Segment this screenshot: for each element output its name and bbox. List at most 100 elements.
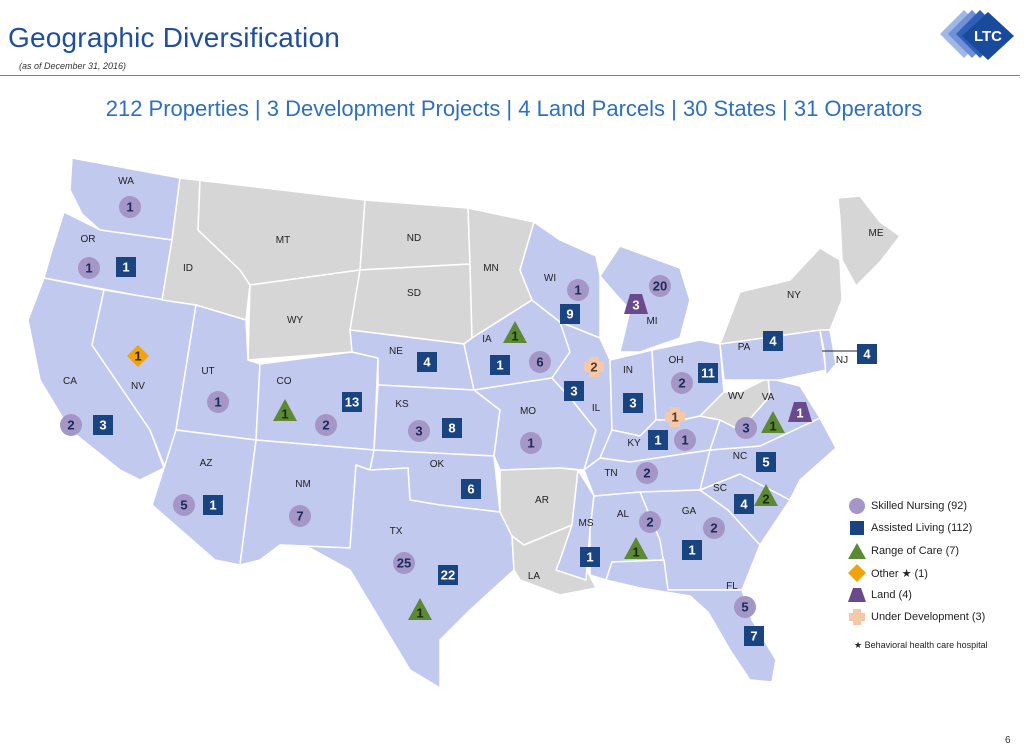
page-number: 6 [1005,735,1011,746]
marker-value: 2 [710,521,717,536]
legend-item-skilled-nursing: Skilled Nursing (92) [846,496,967,516]
marker-other-nv: 1 [127,345,149,367]
marker-assisted-living-ga: 1 [682,540,702,560]
state-label-in: IN [623,365,633,376]
marker-shape [671,372,693,394]
marker-skilled-nursing-tn: 2 [636,462,658,484]
marker-value: 6 [467,482,474,497]
state-label-nd: ND [407,233,421,244]
marker-value: 5 [180,498,187,513]
marker-shape [665,407,685,427]
marker-value: 8 [448,421,455,436]
marker-skilled-nursing-ga: 2 [703,517,725,539]
marker-shape [560,304,580,324]
marker-shape [763,331,783,351]
marker-range-of-care-ia: 1 [503,321,527,344]
marker-skilled-nursing-tx: 25 [393,552,415,574]
marker-value: 4 [740,497,748,512]
marker-shape [60,414,82,436]
state-label-me: ME [869,228,884,239]
state-tx [279,464,515,689]
marker-shape [393,552,415,574]
marker-shape [315,414,337,436]
marker-shape [78,257,100,279]
marker-value: 1 [122,260,129,275]
state-wy [247,269,361,361]
marker-shape [119,196,141,218]
marker-skilled-nursing-az: 5 [173,494,195,516]
marker-skilled-nursing-ks: 3 [408,420,430,442]
legend-label: Range of Care (7) [871,545,960,557]
state-wv [699,377,771,431]
state-label-ny: NY [787,290,801,301]
state-label-sc: SC [713,483,727,494]
marker-value: 2 [678,376,685,391]
marker-assisted-living-nj: 4 [857,344,877,364]
marker-value: 6 [536,355,543,370]
marker-assisted-living-il: 3 [564,381,584,401]
range-of-care-triangle-icon [846,541,868,561]
marker-value: 13 [345,395,359,410]
state-label-mi: MI [646,316,657,327]
marker-shape [417,352,437,372]
state-label-ok: OK [430,459,445,470]
marker-value: 1 [416,606,423,621]
marker-shape [756,452,776,472]
state-label-fl: FL [726,581,738,592]
skilled-nursing-circle-icon [846,496,868,516]
state-label-az: AZ [200,458,213,469]
marker-assisted-living-oh: 11 [698,363,718,383]
marker-skilled-nursing-va: 3 [735,417,757,439]
marker-range-of-care-al: 1 [624,537,648,560]
marker-skilled-nursing-co: 2 [315,414,337,436]
marker-shape [703,517,725,539]
state-label-wy: WY [287,315,303,326]
marker-value: 5 [741,600,748,615]
marker-value: 1 [671,410,678,425]
marker-shape [698,363,718,383]
state-label-or: OR [81,234,96,245]
marker-shape [438,565,458,585]
marker-assisted-living-nc: 5 [756,452,776,472]
state-label-nv: NV [131,381,145,392]
legend-label: Other ★ (1) [871,567,928,580]
marker-skilled-nursing-fl: 5 [734,596,756,618]
marker-value: 2 [762,492,769,507]
marker-value: 1 [632,545,639,560]
marker-value: 3 [99,418,106,433]
marker-value: 1 [281,407,288,422]
marker-assisted-living-ok: 6 [461,479,481,499]
marker-shape [442,418,462,438]
marker-value: 1 [496,358,503,373]
marker-value: 2 [590,360,597,375]
marker-skilled-nursing-wa: 1 [119,196,141,218]
marker-value: 20 [653,279,667,294]
marker-value: 3 [629,396,636,411]
legend-item-other: Other ★ (1) [846,563,928,583]
marker-value: 3 [570,384,577,399]
marker-assisted-living-ca: 3 [93,415,113,435]
marker-value: 9 [566,307,573,322]
marker-shape [116,257,136,277]
state-label-ar: AR [535,495,549,506]
state-label-ks: KS [395,399,409,410]
marker-assisted-living-ne: 4 [417,352,437,372]
legend-item-range-of-care: Range of Care (7) [846,541,959,561]
legend-item-land: Land (4) [846,585,912,605]
state-label-mn: MN [483,263,499,274]
under-development-cross-icon [846,607,868,627]
state-label-ga: GA [682,506,697,517]
marker-assisted-living-fl: 7 [744,626,764,646]
marker-assisted-living-tx: 22 [438,565,458,585]
legend-label: Skilled Nursing (92) [871,500,967,512]
marker-assisted-living-wi: 9 [560,304,580,324]
marker-skilled-nursing-mi: 20 [649,275,671,297]
legend-label: Under Development (3) [871,611,986,623]
legend-label: Assisted Living (112) [871,522,973,534]
marker-value: 1 [527,436,534,451]
marker-shape [207,391,229,413]
marker-assisted-living-sc: 4 [734,494,754,514]
marker-value: 2 [322,418,329,433]
marker-shape [529,351,551,373]
marker-shape [636,462,658,484]
